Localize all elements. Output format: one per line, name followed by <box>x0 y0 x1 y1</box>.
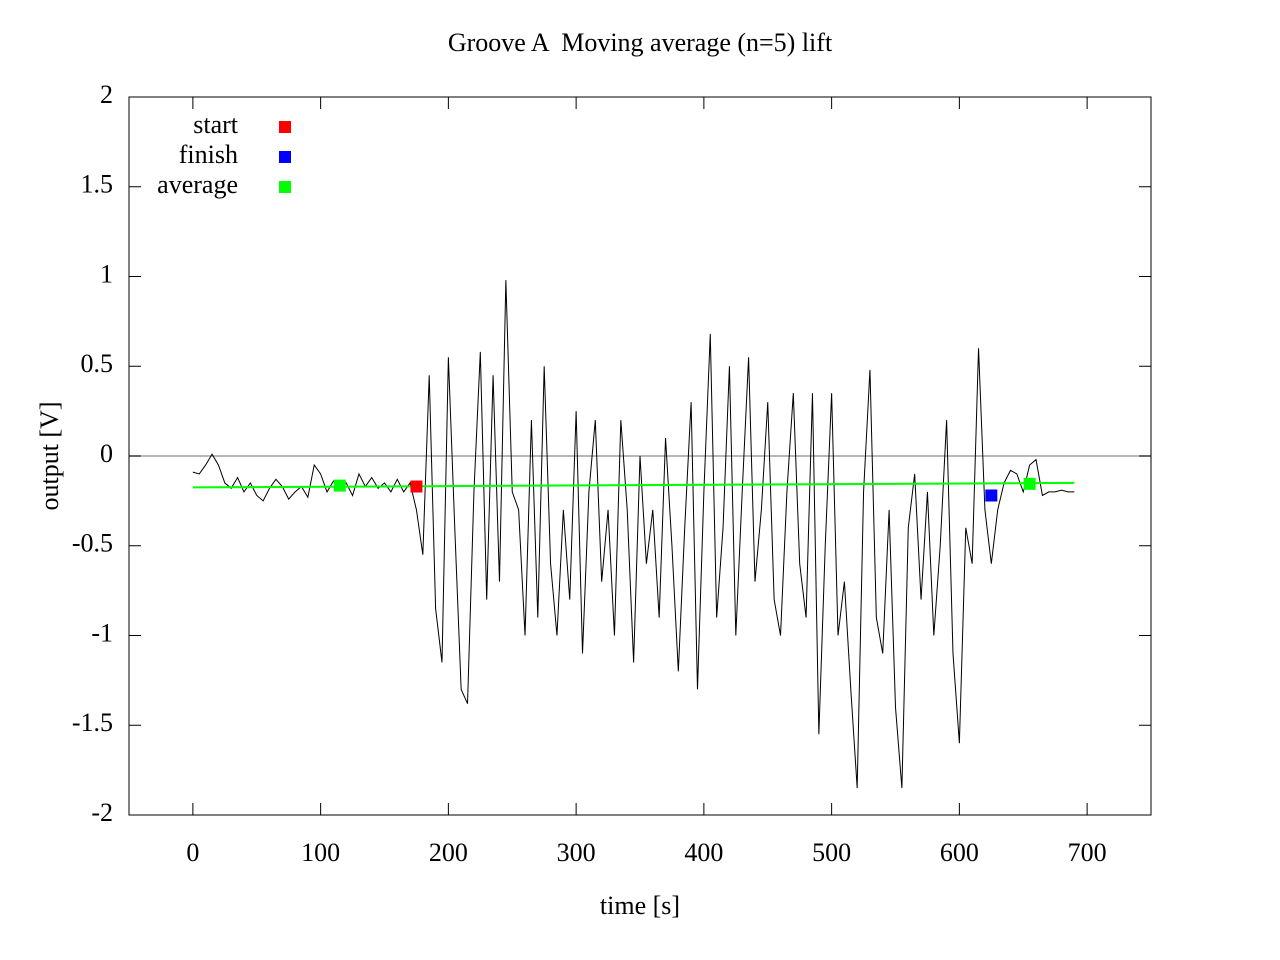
y-tick-label: 2 <box>100 80 113 109</box>
legend-swatch <box>279 151 291 163</box>
legend-swatch <box>279 121 291 133</box>
data-point <box>985 489 998 502</box>
x-tick-label: 100 <box>301 838 340 867</box>
y-tick-label: -1.5 <box>72 708 113 737</box>
x-tick-label: 500 <box>812 838 851 867</box>
y-tick-label: 1.5 <box>81 170 114 199</box>
y-tick-label: -1 <box>91 618 113 647</box>
chart-title: Groove A Moving average (n=5) lift <box>448 28 833 57</box>
legend-label: start <box>193 110 239 139</box>
data-point <box>1023 477 1036 490</box>
y-tick-label: 0.5 <box>81 349 114 378</box>
y-axis-label: output [V] <box>35 401 64 510</box>
x-tick-label: 400 <box>684 838 723 867</box>
x-axis-label: time [s] <box>600 891 680 920</box>
legend-label: finish <box>179 140 238 169</box>
y-tick-label: 1 <box>100 259 113 288</box>
y-tick-label: 0 <box>100 439 113 468</box>
data-point <box>410 480 423 493</box>
legend-swatch <box>279 181 291 193</box>
x-tick-label: 700 <box>1068 838 1107 867</box>
plot-border <box>128 96 1152 816</box>
y-tick-label: -0.5 <box>72 529 113 558</box>
x-tick-label: 0 <box>186 838 199 867</box>
x-tick-label: 200 <box>429 838 468 867</box>
x-tick-label: 300 <box>557 838 596 867</box>
y-tick-label: -2 <box>91 798 113 827</box>
legend-label: average <box>157 170 238 199</box>
data-point <box>333 479 346 492</box>
x-tick-label: 600 <box>940 838 979 867</box>
